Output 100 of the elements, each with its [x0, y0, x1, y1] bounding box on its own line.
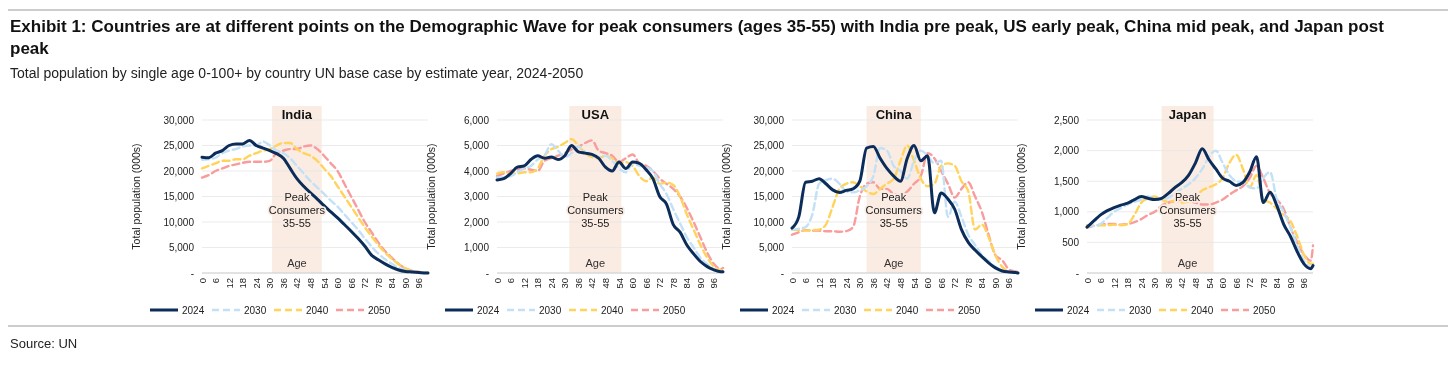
y-tick-label: 5,000: [463, 140, 490, 151]
x-tick-label: 6: [800, 278, 812, 284]
x-tick-label: 36: [1162, 278, 1174, 289]
x-tick-label: 66: [640, 278, 652, 289]
x-tick-label: 42: [1176, 278, 1188, 289]
y-tick-label: 20,000: [163, 165, 195, 177]
x-tick-label: 42: [881, 278, 893, 289]
x-tick-label: 48: [304, 278, 316, 289]
y-tick-label: 2,000: [463, 216, 490, 228]
x-tick-label: 36: [867, 278, 879, 289]
legend-label: 2040: [601, 304, 624, 316]
x-tick-label: 48: [599, 278, 611, 289]
x-tick-label: 18: [1122, 278, 1134, 289]
legend-label: 2040: [306, 304, 329, 316]
chart-title: India: [281, 107, 313, 122]
x-tick-label: 48: [1189, 278, 1201, 289]
y-axis-title: Total population (000s): [1015, 143, 1027, 250]
x-tick-label: 24: [840, 278, 852, 289]
y-tick-label: 5,000: [758, 242, 785, 253]
x-tick-label: 0: [1081, 278, 1093, 284]
legend-label: 2040: [1191, 304, 1214, 316]
x-tick-label: 60: [627, 278, 639, 289]
chart-title: USA: [581, 107, 610, 122]
y-tick-label: 5,000: [168, 242, 195, 253]
x-axis-title: Age: [287, 257, 307, 269]
x-tick-label: 96: [1298, 278, 1310, 289]
y-axis-title: Total population (000s): [425, 143, 437, 250]
x-tick-label: 60: [922, 278, 934, 289]
x-tick-label: 78: [1257, 278, 1269, 289]
x-tick-label: 84: [681, 278, 693, 289]
x-tick-label: 6: [1095, 278, 1107, 284]
legend-label: 2050: [958, 304, 981, 316]
legend-label: 2050: [1253, 304, 1276, 316]
y-tick-label: 3,000: [463, 191, 490, 202]
y-tick-label: 1,500: [1053, 175, 1080, 187]
x-tick-label: 12: [1108, 278, 1120, 289]
y-tick-label: 15,000: [163, 191, 195, 202]
x-tick-label: 54: [908, 278, 920, 289]
x-tick-label: 30: [1149, 278, 1161, 289]
x-tick-label: 42: [586, 278, 598, 289]
x-tick-label: 72: [654, 278, 666, 289]
y-tick-label: -: [780, 267, 784, 279]
x-tick-label: 0: [491, 278, 503, 284]
x-tick-label: 30: [559, 278, 571, 289]
x-tick-label: 36: [572, 278, 584, 289]
y-axis-title: Total population (000s): [130, 143, 142, 250]
y-tick-label: 20,000: [753, 165, 785, 177]
x-tick-label: 36: [277, 278, 289, 289]
x-tick-label: 78: [962, 278, 974, 289]
legend-label: 2040: [896, 304, 919, 316]
legend-label: 2050: [368, 304, 391, 316]
x-tick-label: 84: [976, 278, 988, 289]
x-tick-label: 84: [386, 278, 398, 289]
x-tick-label: 72: [359, 278, 371, 289]
legend-label: 2024: [477, 304, 500, 316]
x-tick-label: 24: [545, 278, 557, 289]
x-tick-label: 90: [694, 278, 706, 289]
x-tick-label: 18: [827, 278, 839, 289]
y-tick-label: 1,000: [463, 242, 490, 253]
x-tick-label: 90: [1284, 278, 1296, 289]
x-tick-label: 18: [532, 278, 544, 289]
x-tick-label: 96: [413, 278, 425, 289]
x-tick-label: 6: [505, 278, 517, 284]
y-tick-label: 10,000: [753, 216, 785, 228]
x-tick-label: 96: [1003, 278, 1015, 289]
x-tick-label: 42: [291, 278, 303, 289]
x-tick-label: 60: [1217, 278, 1229, 289]
x-tick-label: 78: [372, 278, 384, 289]
x-tick-label: 54: [318, 278, 330, 289]
legend-label: 2030: [244, 304, 267, 316]
text: Exhibit 1: Countries are at different points on the Demographic Wave for peak consumers (ages 35-55) with India pre peak, US early peak, China mid peak, and Japan post peak: [10, 17, 1385, 58]
y-tick-label: 25,000: [163, 140, 195, 151]
legend-label: 2030: [1129, 304, 1152, 316]
x-tick-label: 66: [1230, 278, 1242, 289]
x-tick-label: 72: [1244, 278, 1256, 289]
legend-label: 2030: [539, 304, 562, 316]
x-tick-label: 24: [1135, 278, 1147, 289]
x-tick-label: 18: [237, 278, 249, 289]
y-tick-label: 25,000: [753, 140, 785, 151]
x-tick-label: 0: [786, 278, 798, 284]
x-tick-label: 90: [989, 278, 1001, 289]
chart-title: Japan: [1168, 107, 1207, 122]
x-tick-label: 30: [854, 278, 866, 289]
x-axis-title: Age: [585, 257, 606, 269]
x-tick-label: 66: [935, 278, 947, 289]
x-tick-label: 78: [667, 278, 679, 289]
y-tick-label: 30,000: [753, 114, 785, 126]
x-tick-label: 72: [949, 278, 961, 289]
source-note: Source: UN: [10, 336, 78, 351]
text: Total population by single age 0-100+ by country UN base case by estimate year, 2024-2050: [10, 65, 584, 81]
x-tick-label: 12: [813, 278, 825, 289]
band-label: Peak Consumers 35-55: [865, 191, 923, 229]
legend-label: 2024: [182, 304, 205, 316]
x-axis-title: Age: [1177, 257, 1198, 269]
band-label: Peak Consumers 35-55: [268, 191, 326, 229]
x-tick-label: 84: [1271, 278, 1283, 289]
band-label: Peak Consumers 35-55: [567, 191, 624, 229]
legend-label: 2024: [1067, 304, 1090, 316]
y-tick-label: -: [1075, 267, 1079, 279]
y-tick-label: -: [190, 267, 194, 279]
